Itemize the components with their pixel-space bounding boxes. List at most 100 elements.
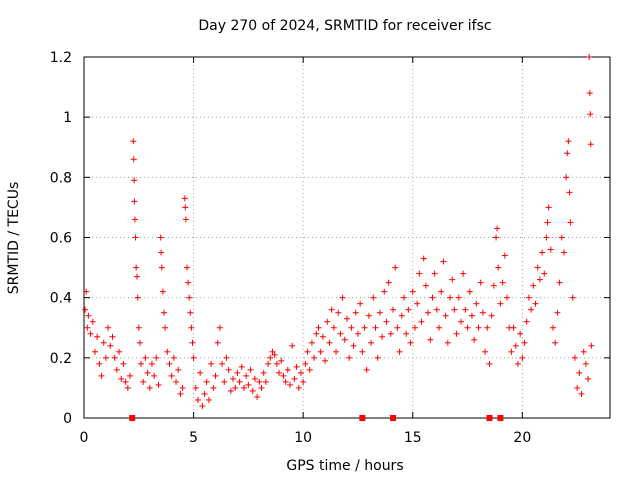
data-point [89,318,96,325]
data-point [576,369,583,376]
data-point [587,141,594,148]
data-point [208,360,215,367]
data-point [146,384,153,391]
data-point [247,366,254,373]
zero-marker [129,415,136,421]
data-point [534,264,541,271]
data-point [444,339,451,346]
data-point [475,324,482,331]
data-point [348,324,355,331]
data-point [473,300,480,307]
data-point [284,366,291,373]
data-point [451,306,458,313]
data-point [87,330,94,337]
data-point [199,402,206,409]
data-point [175,366,182,373]
data-point [440,258,447,265]
data-point [324,318,331,325]
data-points [82,54,595,421]
data-point [556,279,563,286]
data-point [563,174,570,181]
data-point [287,381,294,388]
data-point [427,336,434,343]
data-point [192,384,199,391]
data-point [477,279,484,286]
data-point [127,372,134,379]
data-point [304,348,311,355]
data-point [361,324,368,331]
data-point [387,330,394,337]
y-tick-label: 0.6 [50,231,72,247]
data-point [273,360,280,367]
data-point [488,312,495,319]
data-point [379,333,386,340]
data-point [544,219,551,226]
data-point [131,198,138,205]
data-point [158,264,165,271]
data-point [153,354,160,361]
data-point [189,339,196,346]
data-point [317,348,324,355]
data-point [571,354,578,361]
data-point [216,324,223,331]
data-point [249,387,256,394]
y-tick-label: 0.4 [50,291,72,307]
data-point [530,282,537,289]
data-point [278,357,285,364]
data-point [541,270,548,277]
data-point [151,372,158,379]
data-point [258,384,265,391]
data-point [586,90,593,97]
data-point [400,294,407,301]
data-point [495,264,502,271]
data-point [438,288,445,295]
data-point [503,294,510,301]
zero-marker [486,415,493,421]
data-point [582,360,589,367]
data-point [414,300,421,307]
data-point [276,369,283,376]
data-point [205,396,212,403]
data-point [376,309,383,316]
data-point [580,348,587,355]
data-point [155,381,162,388]
data-point [102,354,109,361]
data-point [442,312,449,319]
data-point [91,348,98,355]
data-point [578,390,585,397]
data-point [512,342,519,349]
data-point [431,270,438,277]
data-point [162,324,169,331]
data-point [166,360,173,367]
data-point [381,288,388,295]
data-point [133,264,140,271]
data-point [517,330,524,337]
data-point [144,369,151,376]
x-tick-label: 15 [404,430,422,446]
data-point [179,384,186,391]
data-point [550,324,557,331]
data-point [326,339,333,346]
data-point [460,270,467,277]
data-point [409,288,416,295]
data-point [187,309,194,316]
data-point [372,324,379,331]
data-point [201,390,208,397]
zero-marker [359,415,366,421]
data-point [422,282,429,289]
data-point [462,306,469,313]
data-point [291,375,298,382]
data-point [238,363,245,370]
data-point [497,300,504,307]
data-point [313,330,320,337]
data-point [185,279,192,286]
data-point [113,366,120,373]
y-tick-label: 1.2 [50,50,72,66]
data-point [135,324,142,331]
data-point [140,378,147,385]
data-point [420,255,427,262]
data-point [122,378,129,385]
data-point [339,294,346,301]
data-point [203,378,210,385]
